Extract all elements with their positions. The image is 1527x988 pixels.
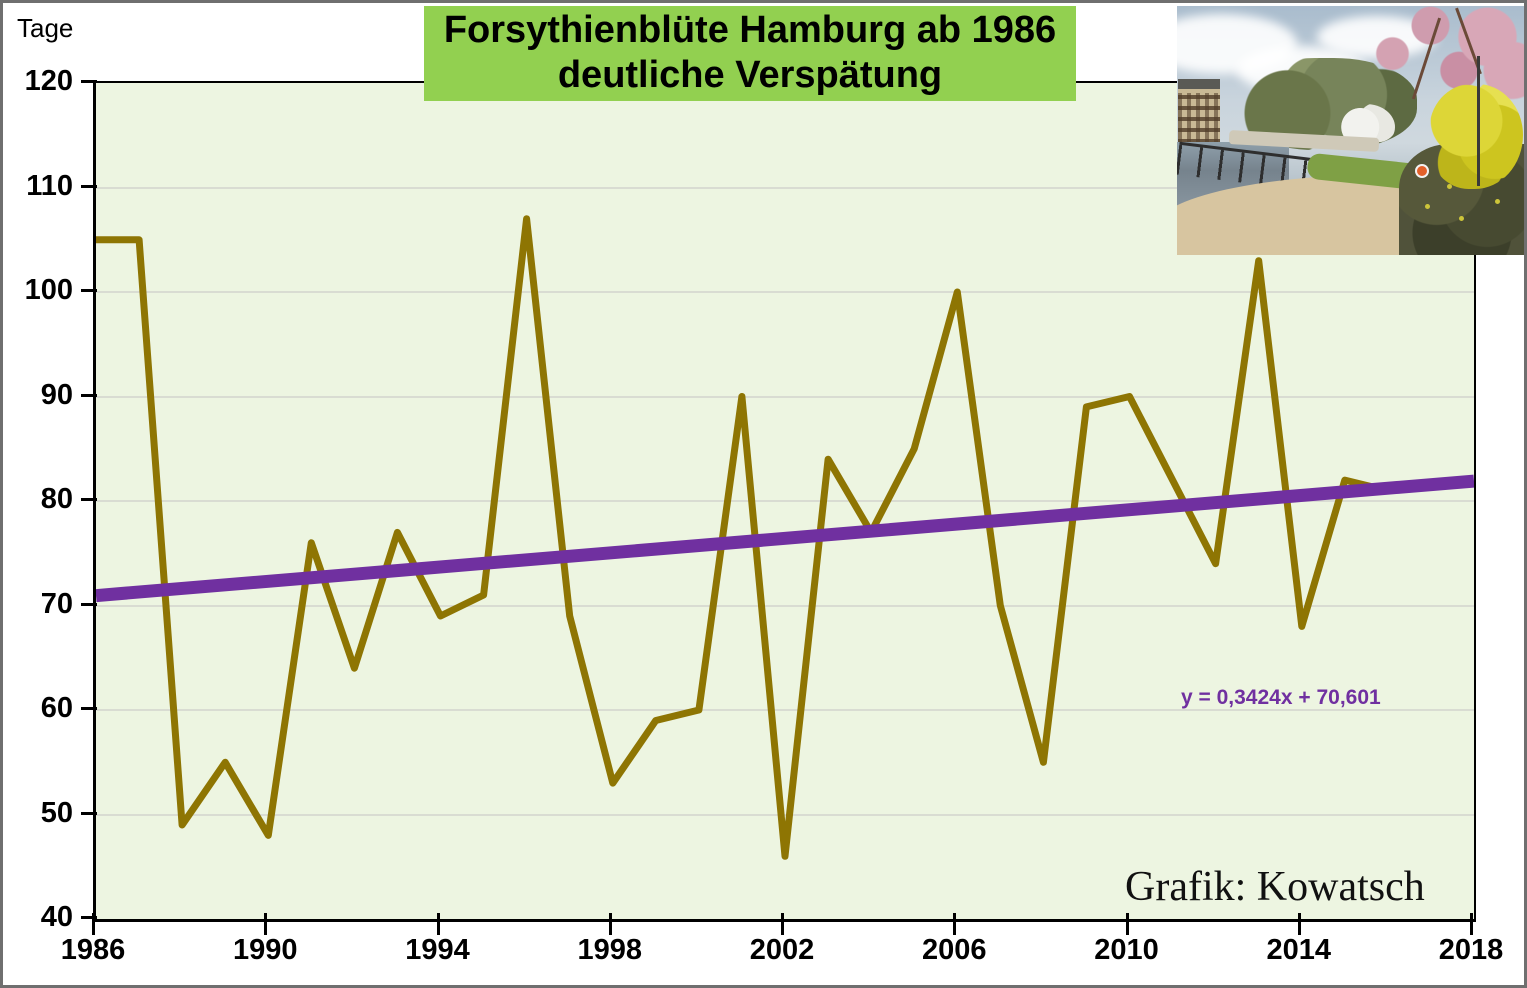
x-tick-mark <box>781 913 784 935</box>
y-tick-label: 90 <box>40 378 73 411</box>
x-tick-mark <box>1125 913 1129 935</box>
gridline <box>96 604 1474 607</box>
y-tick-mark <box>81 707 97 710</box>
y-tick-label: 120 <box>24 65 73 97</box>
x-tick-mark <box>953 913 957 935</box>
x-tick-mark <box>436 913 440 935</box>
building-shape <box>1178 79 1220 147</box>
x-tick-mark <box>92 913 95 935</box>
x-tick-mark <box>264 913 268 935</box>
gridline <box>96 186 1474 189</box>
x-tick-label: 2006 <box>921 934 987 966</box>
y-tick-mark <box>81 916 97 919</box>
y-tick-label: 110 <box>26 169 73 202</box>
y-tick-label: 50 <box>40 796 73 829</box>
chart-title-line1: Forsythienblüte Hamburg ab 1986 <box>443 9 1057 51</box>
y-tick-mark <box>81 289 97 292</box>
x-tick-label: 2014 <box>1266 934 1331 966</box>
y-tick-mark <box>81 393 97 397</box>
x-axis-labels: 1986 1990 1994 1998 2002 2006 2010 2014 2018 <box>61 934 1504 974</box>
gridline <box>96 500 1474 502</box>
chart-title-line2: deutliche Verspätung <box>557 54 943 96</box>
x-tick-label: 1994 <box>405 934 470 966</box>
chart-canvas <box>96 215 1474 860</box>
y-tick-mark <box>81 498 97 501</box>
y-tick-mark <box>81 811 97 815</box>
credit-label: Grafik: Kowatsch <box>1125 864 1425 910</box>
trend-equation-label: y = 0,3424x + 70,601 <box>1181 686 1381 709</box>
y-axis-title: Tage <box>17 13 74 43</box>
x-tick-label: 1990 <box>232 934 298 966</box>
life-ring-shape <box>1415 164 1429 178</box>
building-windows <box>1178 93 1220 143</box>
x-axis-ticks <box>92 913 1476 935</box>
y-tick-label: 80 <box>40 483 73 515</box>
lamp-post-shape <box>1477 56 1480 186</box>
gridline <box>96 813 1474 816</box>
y-axis-labels: 120 110 100 90 80 70 60 50 40 <box>3 65 73 933</box>
trend-line <box>96 474 1474 603</box>
y-tick-mark <box>81 80 97 83</box>
y-tick-label: 100 <box>24 274 73 306</box>
y-tick-label: 40 <box>40 901 73 933</box>
y-tick-mark <box>81 602 97 606</box>
x-tick-mark <box>608 913 612 935</box>
y-tick-label: 60 <box>40 692 73 724</box>
photo-forsythia-alster <box>1177 6 1524 255</box>
gridline <box>96 395 1474 398</box>
x-tick-label: 2010 <box>1094 934 1159 966</box>
data-line <box>96 215 1392 860</box>
gridline <box>96 291 1474 293</box>
x-tick-label: 1998 <box>577 934 642 966</box>
gridline <box>96 709 1474 711</box>
x-tick-mark <box>1470 913 1473 935</box>
forsythia-bush-shape <box>1429 84 1523 189</box>
y-tick-mark <box>81 184 97 188</box>
y-axis-ticks <box>81 80 97 922</box>
chart-title: Forsythienblüte Hamburg ab 1986 deutlich… <box>424 6 1076 101</box>
x-tick-mark <box>1297 913 1301 935</box>
x-tick-label: 1986 <box>60 934 126 966</box>
y-tick-label: 70 <box>40 587 73 620</box>
x-tick-label: 2018 <box>1438 934 1504 966</box>
x-tick-label: 2002 <box>749 934 815 966</box>
